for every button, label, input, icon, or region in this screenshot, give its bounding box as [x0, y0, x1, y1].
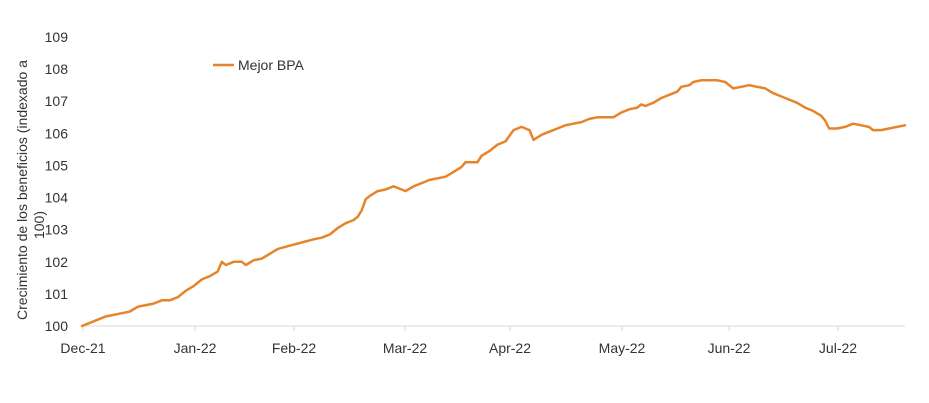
y-tick-label: 100 [45, 318, 69, 334]
x-tick-label: Jan-22 [174, 340, 217, 356]
x-tick-label: Mar-22 [383, 340, 428, 356]
y-tick-label: 102 [45, 254, 69, 270]
y-tick-label: 106 [45, 125, 69, 141]
y-axis-title-line-2: 100) [31, 211, 47, 239]
legend: Mejor BPA [213, 57, 305, 73]
x-tick-label: Jul-22 [819, 340, 857, 356]
x-axis-ticks: Dec-21 Jan-22 Feb-22 Mar-22 Apr-22 May-22 Jun-… [60, 326, 857, 356]
legend-label-mejor-bpa: Mejor BPA [238, 57, 305, 73]
y-tick-label: 107 [45, 93, 69, 109]
y-tick-label: 108 [45, 61, 69, 77]
x-tick-label: Apr-22 [489, 340, 531, 356]
y-axis-title: Crecimiento de los beneficios (indexado … [14, 60, 47, 320]
y-axis-ticks: 100 101 102 103 104 105 106 107 108 109 [45, 29, 69, 334]
y-tick-label: 105 [45, 157, 69, 173]
y-axis-title-line-1: Crecimiento de los beneficios (indexado … [14, 60, 30, 320]
x-tick-label: Dec-21 [60, 340, 105, 356]
series-line-mejor-bpa [80, 79, 907, 328]
y-tick-label: 104 [45, 190, 69, 206]
x-tick-label: May-22 [599, 340, 646, 356]
x-tick-label: Feb-22 [272, 340, 317, 356]
y-tick-label: 103 [45, 222, 69, 238]
y-tick-label: 109 [45, 29, 69, 45]
y-tick-label: 101 [45, 286, 69, 302]
x-tick-label: Jun-22 [708, 340, 751, 356]
